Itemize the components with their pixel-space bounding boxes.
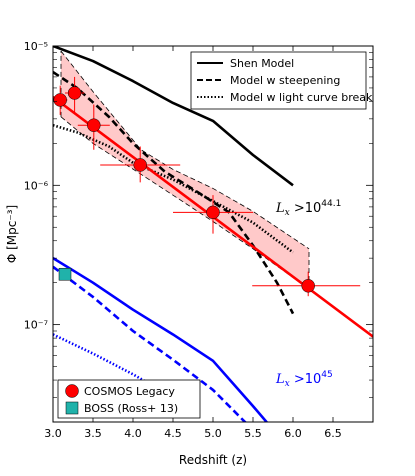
y-axis-label: Φ [Mpc⁻³]: [5, 205, 19, 263]
cosmos-point-5: [301, 279, 315, 293]
cosmos-point-4: [206, 205, 220, 220]
model-line-45-dashed: [53, 265, 247, 422]
annotation-lx-45: Lx >1045: [275, 370, 333, 389]
x-tick-label-5: 5.5: [244, 427, 262, 440]
line-legend: Shen Model Model w steepening Model w li…: [190, 51, 373, 110]
annotation-lx-45-text: Lx >1045: [275, 370, 333, 389]
x-tick-label-6: 6.0: [284, 427, 302, 440]
band-lower-edge: [60, 116, 310, 290]
y-tick-label-0: 10⁻⁷: [24, 319, 48, 332]
cosmos-point-2: [87, 118, 101, 132]
annotation-lx-44-text: Lx >1044.1: [275, 199, 341, 218]
cosmos-point-3: [133, 158, 147, 172]
legend-label-boss: BOSS (Ross+ 13): [84, 402, 178, 415]
plot-area: [53, 46, 373, 422]
legend-label-steepening: Model w steepening: [230, 74, 340, 87]
legend-label-lightcurve: Model w light curve break: [230, 91, 373, 104]
x-tick-label-4: 5.0: [204, 427, 222, 440]
y-tick-label-1: 10⁻⁶: [24, 179, 49, 192]
legend-label-shen: Shen Model: [230, 57, 294, 70]
y-tick-label-2: 10⁻⁵: [24, 40, 48, 53]
model-line-441-dashed: [53, 70, 295, 315]
x-tick-label-1: 3.5: [84, 427, 102, 440]
legend-swatch-boss: [65, 401, 79, 415]
marker-legend: COSMOS Legacy BOSS (Ross+ 13): [57, 379, 201, 419]
axes: 3.0 3.5 4.0 4.5 5.0 5.5 6.0 6.5 10⁻⁷ 10⁻⁶ 10⁻⁵: [24, 40, 373, 440]
cosmos-point-0: [53, 93, 67, 107]
band-upper-edge: [60, 50, 310, 250]
legend-swatch-cosmos: [65, 384, 79, 398]
legend-label-cosmos: COSMOS Legacy: [84, 385, 175, 398]
model-line-441-solid: [53, 46, 294, 187]
cosmos-point-1: [67, 86, 82, 100]
x-tick-label-0: 3.0: [44, 427, 62, 440]
x-axis-label: Redshift (z): [179, 453, 247, 467]
x-tick-label-3: 4.5: [164, 427, 182, 440]
model-line-45-solid: [53, 257, 269, 422]
marker-legend-box: [57, 379, 201, 419]
boss-point-0: [58, 267, 72, 281]
x-tick-label-7: 6.5: [324, 427, 342, 440]
x-tick-label-2: 4.0: [124, 427, 142, 440]
annotation-lx-44: Lx >1044.1: [275, 199, 341, 218]
confidence-band: [61, 51, 309, 290]
